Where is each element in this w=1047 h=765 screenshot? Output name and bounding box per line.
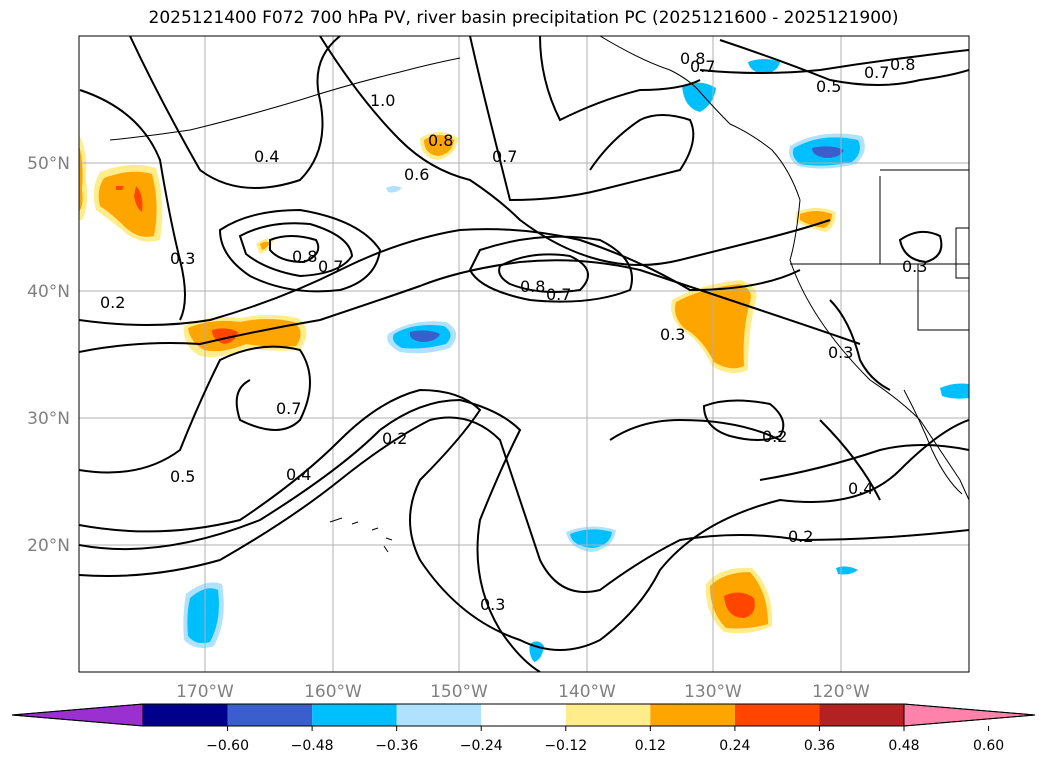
contour-label: 1.0	[370, 91, 395, 110]
colorbar-extend-max	[903, 703, 1036, 727]
contour-label: 0.2	[788, 527, 813, 546]
latitude-label: 50°N	[27, 154, 70, 174]
contour-label: 0.7	[864, 63, 889, 82]
precip-fill	[79, 59, 969, 662]
colorbar-tick-label: 0.12	[635, 738, 666, 754]
coastlines	[109, 36, 969, 553]
longitude-label: 130°W	[684, 682, 742, 702]
colorbar: −0.60 −0.48 −0.36 −0.24 −0.12 0.12 0.24 0.36 0.4…	[11, 703, 1036, 754]
contour-label: 0.8	[890, 55, 915, 74]
contour-label: 0.2	[100, 293, 125, 312]
colorbar-tick-label: 0.24	[719, 738, 750, 754]
latitude-label: 30°N	[27, 409, 70, 429]
latitude-label: 40°N	[27, 282, 70, 302]
contour-label: 0.7	[690, 57, 715, 76]
colorbar-segment	[481, 704, 566, 726]
contour-label: 0.7	[276, 399, 301, 418]
longitude-label: 160°W	[304, 682, 362, 702]
colorbar-tick-label: 0.60	[973, 738, 1004, 754]
contour-label: 0.3	[170, 249, 195, 268]
contour-label: 0.7	[318, 257, 343, 276]
map-frame	[78, 35, 970, 673]
colorbar-segment	[396, 704, 482, 726]
colorbar-segment	[312, 704, 397, 726]
contour-label: 0.4	[848, 479, 873, 498]
colorbar-tick-label: −0.60	[206, 738, 249, 754]
colorbar-segment	[143, 704, 228, 726]
colorbar-segment	[565, 704, 651, 726]
contour-label: 0.7	[492, 147, 517, 166]
colorbar-segment	[227, 704, 313, 726]
longitude-label: 170°W	[176, 682, 234, 702]
contour-label: 0.5	[816, 77, 841, 96]
colorbar-segment	[734, 704, 820, 726]
contour-label: 0.4	[254, 147, 279, 166]
longitude-label: 140°W	[558, 682, 616, 702]
contour-label: 0.3	[480, 595, 505, 614]
latitude-labels: 50°N 40°N 30°N 20°N	[27, 154, 70, 556]
pv-contours	[79, 36, 969, 672]
colorbar-extend-min	[11, 703, 144, 727]
contour-label: 0.7	[546, 285, 571, 304]
map-plot-area: 0.8 0.7 0.7 0.8 0.5 1.0 0.8 0.4 0.6 0.7 …	[79, 36, 969, 672]
contour-label: 0.8	[292, 247, 317, 266]
gridlines	[79, 36, 969, 672]
map-title: 2025121400 F072 700 hPa PV, river basin …	[148, 8, 899, 28]
colorbar-tick-label: 0.36	[804, 738, 835, 754]
latitude-label: 20°N	[27, 536, 70, 556]
contour-label: 0.3	[660, 325, 685, 344]
colorbar-frame	[11, 703, 1036, 727]
longitude-label: 120°W	[812, 682, 870, 702]
contour-label: 0.8	[520, 277, 545, 296]
colorbar-tick-label: −0.12	[544, 738, 587, 754]
contour-label: 0.2	[382, 429, 407, 448]
contour-label: 0.8	[428, 131, 453, 150]
contour-label: 0.4	[286, 465, 311, 484]
colorbar-tick-label: −0.48	[291, 738, 334, 754]
longitude-label: 150°W	[430, 682, 488, 702]
contour-label: 0.3	[828, 343, 853, 362]
colorbar-tick-label: −0.24	[460, 738, 503, 754]
colorbar-segment	[819, 704, 904, 726]
contour-label: 0.5	[170, 467, 195, 486]
contour-label: 0.8	[680, 49, 705, 68]
colorbar-tick-label: 0.48	[888, 738, 919, 754]
contour-label: 0.2	[762, 427, 787, 446]
colorbar-tick-label: −0.36	[375, 738, 418, 754]
contour-label: 0.6	[404, 165, 429, 184]
contour-label: 0.3	[902, 257, 927, 276]
longitude-labels: 170°W 160°W 150°W 140°W 130°W 120°W	[176, 682, 870, 702]
colorbar-segment	[650, 704, 735, 726]
contour-labels: 0.8 0.7 0.7 0.8 0.5 1.0 0.8 0.4 0.6 0.7 …	[100, 49, 927, 614]
